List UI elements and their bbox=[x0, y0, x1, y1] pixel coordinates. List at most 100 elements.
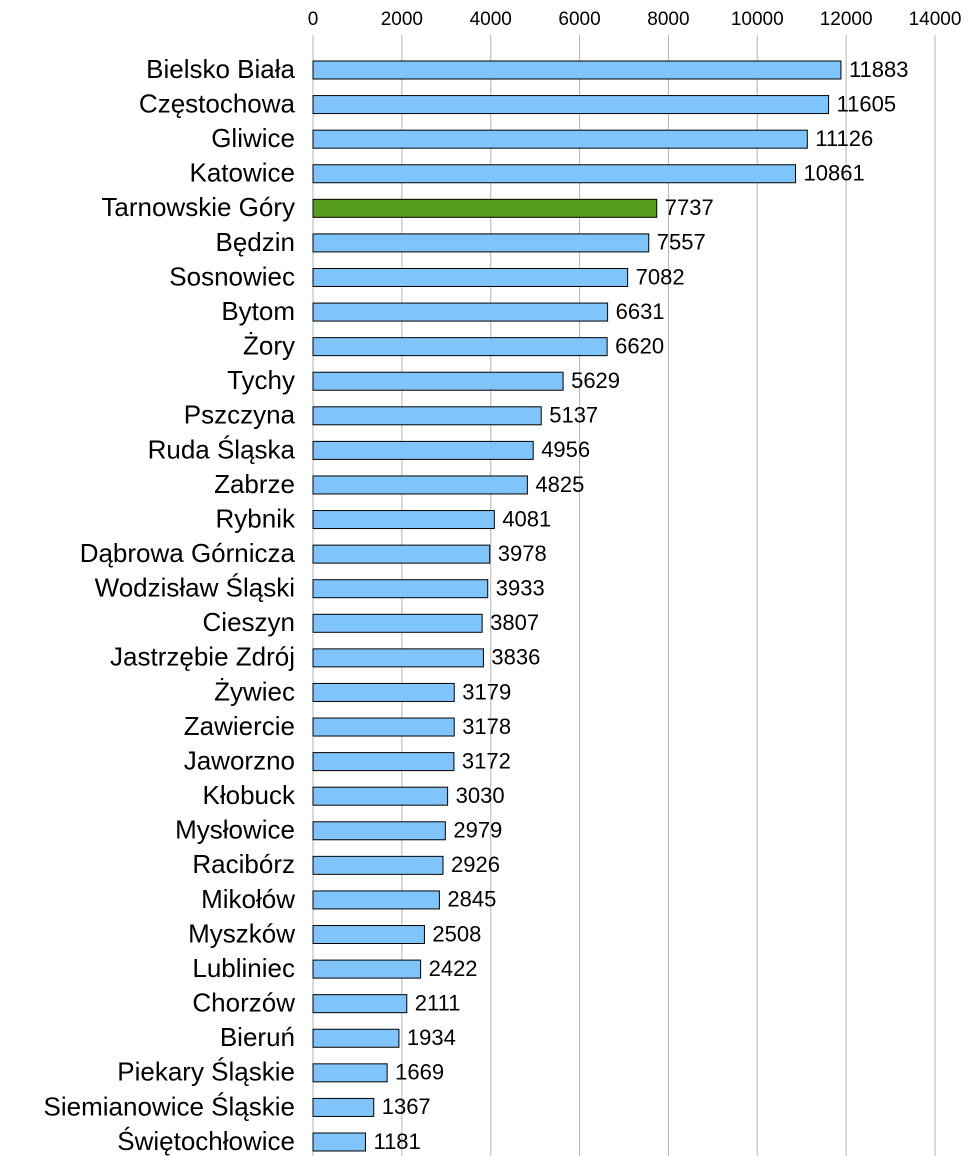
category-label: Wodzisław Śląski bbox=[95, 573, 295, 603]
category-label: Żywiec bbox=[214, 676, 295, 706]
value-label: 3978 bbox=[498, 541, 547, 566]
bar bbox=[312, 510, 495, 530]
x-tick-label: 14000 bbox=[909, 9, 962, 30]
value-label: 1367 bbox=[382, 1094, 431, 1119]
category-label: Jaworzno bbox=[184, 745, 295, 775]
value-label: 7082 bbox=[636, 264, 685, 289]
x-tick-label: 10000 bbox=[731, 9, 784, 30]
category-label: Bieruń bbox=[220, 1022, 295, 1052]
bar bbox=[312, 302, 609, 322]
category-label: Chorzów bbox=[192, 988, 295, 1018]
value-label: 4956 bbox=[541, 437, 590, 462]
bar bbox=[312, 786, 449, 806]
category-label: Piekary Śląskie bbox=[117, 1057, 295, 1087]
value-label: 2845 bbox=[447, 887, 496, 912]
bar bbox=[312, 1132, 366, 1152]
bar bbox=[312, 60, 842, 80]
category-label: Sosnowiec bbox=[169, 261, 295, 291]
bar bbox=[312, 337, 608, 357]
bar bbox=[312, 1063, 388, 1083]
value-label: 2111 bbox=[415, 990, 461, 1015]
category-label: Gliwice bbox=[211, 123, 295, 153]
category-label: Zabrze bbox=[214, 469, 295, 499]
bar bbox=[312, 682, 455, 702]
value-label: 1934 bbox=[407, 1025, 456, 1050]
category-label: Lubliniec bbox=[192, 953, 295, 983]
bar bbox=[312, 648, 484, 668]
category-label: Katowice bbox=[190, 158, 296, 188]
bar bbox=[312, 267, 629, 287]
bar bbox=[312, 129, 808, 149]
value-label: 3178 bbox=[462, 714, 511, 739]
value-label: 3179 bbox=[462, 679, 511, 704]
value-label: 6631 bbox=[616, 299, 665, 324]
category-label: Świętochłowice bbox=[117, 1126, 295, 1156]
bar bbox=[312, 613, 483, 633]
value-label: 4825 bbox=[535, 472, 584, 497]
category-label: Kłobuck bbox=[203, 780, 296, 810]
value-label: 1669 bbox=[395, 1060, 444, 1085]
x-tick-label: 8000 bbox=[647, 9, 689, 30]
value-label: 11605 bbox=[837, 91, 897, 116]
bar bbox=[312, 475, 528, 495]
value-label: 5137 bbox=[549, 403, 598, 428]
value-label: 4081 bbox=[502, 506, 551, 531]
value-label: 2979 bbox=[453, 818, 502, 843]
value-label: 2926 bbox=[451, 852, 500, 877]
category-label: Cieszyn bbox=[203, 607, 295, 637]
bar bbox=[312, 994, 408, 1014]
bar bbox=[312, 233, 650, 253]
bar bbox=[312, 1097, 375, 1117]
x-tick-label: 0 bbox=[308, 9, 319, 30]
value-label: 2508 bbox=[432, 921, 481, 946]
x-tick-label: 4000 bbox=[470, 9, 512, 30]
x-tick-label: 12000 bbox=[820, 9, 873, 30]
category-label: Pszczyna bbox=[184, 400, 296, 430]
bar bbox=[312, 959, 422, 979]
value-label: 3836 bbox=[491, 645, 540, 670]
category-label: Żory bbox=[243, 331, 295, 361]
x-tick-label: 2000 bbox=[381, 9, 423, 30]
bar bbox=[312, 752, 455, 772]
bar bbox=[312, 95, 830, 115]
value-label: 3933 bbox=[496, 576, 545, 601]
category-label: Rybnik bbox=[216, 503, 296, 533]
category-label: Zawiercie bbox=[184, 711, 295, 741]
value-label: 1181 bbox=[373, 1129, 420, 1154]
category-label: Bytom bbox=[221, 296, 295, 326]
bar bbox=[312, 855, 444, 875]
value-label: 5629 bbox=[571, 368, 620, 393]
bar bbox=[312, 579, 489, 599]
category-label: Tarnowskie Góry bbox=[101, 192, 295, 222]
value-label: 3172 bbox=[462, 748, 511, 773]
bar bbox=[312, 821, 446, 841]
value-label: 3030 bbox=[456, 783, 505, 808]
category-label: Mikołów bbox=[201, 884, 295, 914]
category-label: Bielsko Biała bbox=[146, 54, 295, 84]
bar bbox=[312, 440, 534, 460]
value-label: 2422 bbox=[429, 956, 478, 981]
bar bbox=[312, 198, 658, 218]
category-label: Myszków bbox=[188, 918, 295, 948]
value-label: 11126 bbox=[815, 126, 873, 151]
bar bbox=[312, 164, 797, 184]
bar bbox=[312, 544, 491, 564]
category-label: Tychy bbox=[227, 365, 295, 395]
bar bbox=[312, 890, 440, 910]
value-label: 7737 bbox=[665, 195, 714, 220]
bar bbox=[312, 371, 564, 391]
category-label: Mysłowice bbox=[175, 815, 295, 845]
bar bbox=[312, 925, 425, 945]
category-label: Ruda Śląska bbox=[148, 434, 296, 464]
bar bbox=[312, 406, 542, 426]
category-label: Będzin bbox=[216, 227, 296, 257]
bar bbox=[312, 1028, 400, 1048]
category-label: Jastrzębie Zdrój bbox=[110, 642, 295, 672]
x-tick-label: 6000 bbox=[558, 9, 600, 30]
bar bbox=[312, 717, 455, 737]
category-label: Racibórz bbox=[192, 849, 295, 879]
value-label: 7557 bbox=[657, 230, 706, 255]
category-label: Częstochowa bbox=[139, 88, 296, 118]
value-label: 3807 bbox=[490, 610, 539, 635]
category-label: Siemianowice Śląskie bbox=[44, 1091, 295, 1121]
